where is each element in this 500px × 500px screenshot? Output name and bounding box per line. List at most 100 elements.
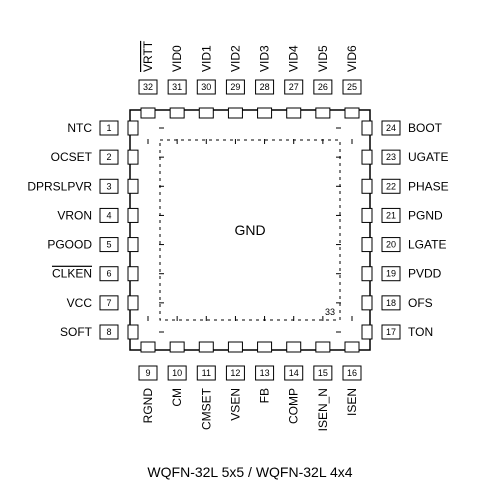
pin-pad: [128, 150, 138, 164]
pin-number: 30: [201, 82, 211, 92]
pin-label: VRTT: [141, 40, 155, 72]
pin-label: FB: [258, 388, 272, 403]
pin-number: 18: [386, 298, 396, 308]
pin-label: UGATE: [408, 150, 448, 164]
pin-label: RGND: [141, 388, 155, 424]
pin-label: PVDD: [408, 267, 442, 281]
pin-label: CMSET: [199, 387, 213, 430]
pin-number: 20: [386, 240, 396, 250]
pin-pad: [128, 238, 138, 252]
pin-number: 22: [386, 181, 396, 191]
pin-label: ISEN_N: [316, 388, 330, 431]
pin-pad: [199, 108, 213, 118]
pin-number: 24: [386, 123, 396, 133]
pin-label: ISEN: [345, 388, 359, 416]
pin-pad: [128, 121, 138, 135]
pin-label: OCSET: [51, 150, 93, 164]
pin-label: PGND: [408, 208, 443, 222]
pin-pad: [345, 108, 359, 118]
pin-number: 2: [106, 152, 111, 162]
pin-number: 10: [172, 368, 182, 378]
pin-pad: [170, 108, 184, 118]
pin-label: PGOOD: [47, 238, 92, 252]
pin-label: PHASE: [408, 179, 449, 193]
pin-number: 13: [260, 368, 270, 378]
pin-pad: [170, 342, 184, 352]
pin-pad: [128, 208, 138, 222]
pin-pad: [199, 342, 213, 352]
center-pad-number: 33: [325, 307, 335, 317]
pin-number: 6: [106, 269, 111, 279]
pin-pad: [345, 342, 359, 352]
pin-pad: [362, 208, 372, 222]
pin-pad: [362, 121, 372, 135]
pin-pad: [362, 179, 372, 193]
pin-number: 21: [386, 210, 396, 220]
pin-pad: [128, 179, 138, 193]
pin-label: TON: [408, 325, 433, 339]
pin-label: VID3: [258, 45, 272, 72]
pin-label: CM: [170, 388, 184, 407]
pin-label: VID1: [199, 45, 213, 72]
pin-number: 17: [386, 327, 396, 337]
pin-label: OFS: [408, 296, 433, 310]
center-pad-label: GND: [234, 222, 265, 238]
pin-pad: [287, 342, 301, 352]
pin-number: 28: [260, 82, 270, 92]
pin-label: CLKEN: [52, 267, 92, 281]
pin-number: 25: [347, 82, 357, 92]
pin-number: 3: [106, 181, 111, 191]
pin-pad: [128, 325, 138, 339]
pin-label: SOFT: [60, 325, 93, 339]
pin-pad: [141, 108, 155, 118]
pin-number: 5: [106, 240, 111, 250]
pin-number: 7: [106, 298, 111, 308]
pin-number: 14: [289, 368, 299, 378]
pin-number: 27: [289, 82, 299, 92]
pin-label: VRON: [57, 208, 92, 222]
pin-pad: [362, 150, 372, 164]
pin-pad: [316, 108, 330, 118]
pin-number: 1: [106, 123, 111, 133]
pin-number: 9: [145, 368, 150, 378]
pin-number: 26: [318, 82, 328, 92]
pin-number: 31: [172, 82, 182, 92]
pin-number: 4: [106, 210, 111, 220]
pin-pad: [141, 342, 155, 352]
pin-number: 12: [230, 368, 240, 378]
pin-label: BOOT: [408, 121, 443, 135]
pin-label: COMP: [287, 388, 301, 424]
pin-number: 23: [386, 152, 396, 162]
pin-number: 16: [347, 368, 357, 378]
pin-label: VID2: [228, 45, 242, 72]
pin-pad: [228, 342, 242, 352]
pin-pad: [362, 267, 372, 281]
pin-pad: [287, 108, 301, 118]
pin-pad: [258, 108, 272, 118]
pin-label: NTC: [67, 121, 92, 135]
pin-pad: [362, 296, 372, 310]
pin-number: 32: [143, 82, 153, 92]
pin-pad: [128, 267, 138, 281]
pin-number: 8: [106, 327, 111, 337]
pin-number: 11: [202, 368, 211, 378]
pin-number: 15: [318, 368, 328, 378]
pin-pad: [128, 296, 138, 310]
pin-pad: [362, 238, 372, 252]
pin-number: 29: [230, 82, 240, 92]
pin-label: VID5: [316, 45, 330, 72]
pin-label: LGATE: [408, 238, 446, 252]
pin-pad: [316, 342, 330, 352]
pin-number: 19: [386, 269, 396, 279]
pin-label: VID6: [345, 45, 359, 72]
package-footer: WQFN-32L 5x5 / WQFN-32L 4x4: [0, 464, 500, 480]
pin-label: DPRSLPVR: [27, 179, 92, 193]
chip-pinout-diagram: GND 33 1 NTC 2 OCSET 3 DPRSLPVR 4 VRON 5 PGOOD 6 CLKE…: [0, 0, 500, 440]
pin-pad: [258, 342, 272, 352]
pin-label: VCC: [67, 296, 93, 310]
pin-pad: [228, 108, 242, 118]
pin-label: VID0: [170, 45, 184, 72]
pin-pad: [362, 325, 372, 339]
pin-label: VSEN: [228, 388, 242, 421]
pin-label: VID4: [287, 45, 301, 72]
